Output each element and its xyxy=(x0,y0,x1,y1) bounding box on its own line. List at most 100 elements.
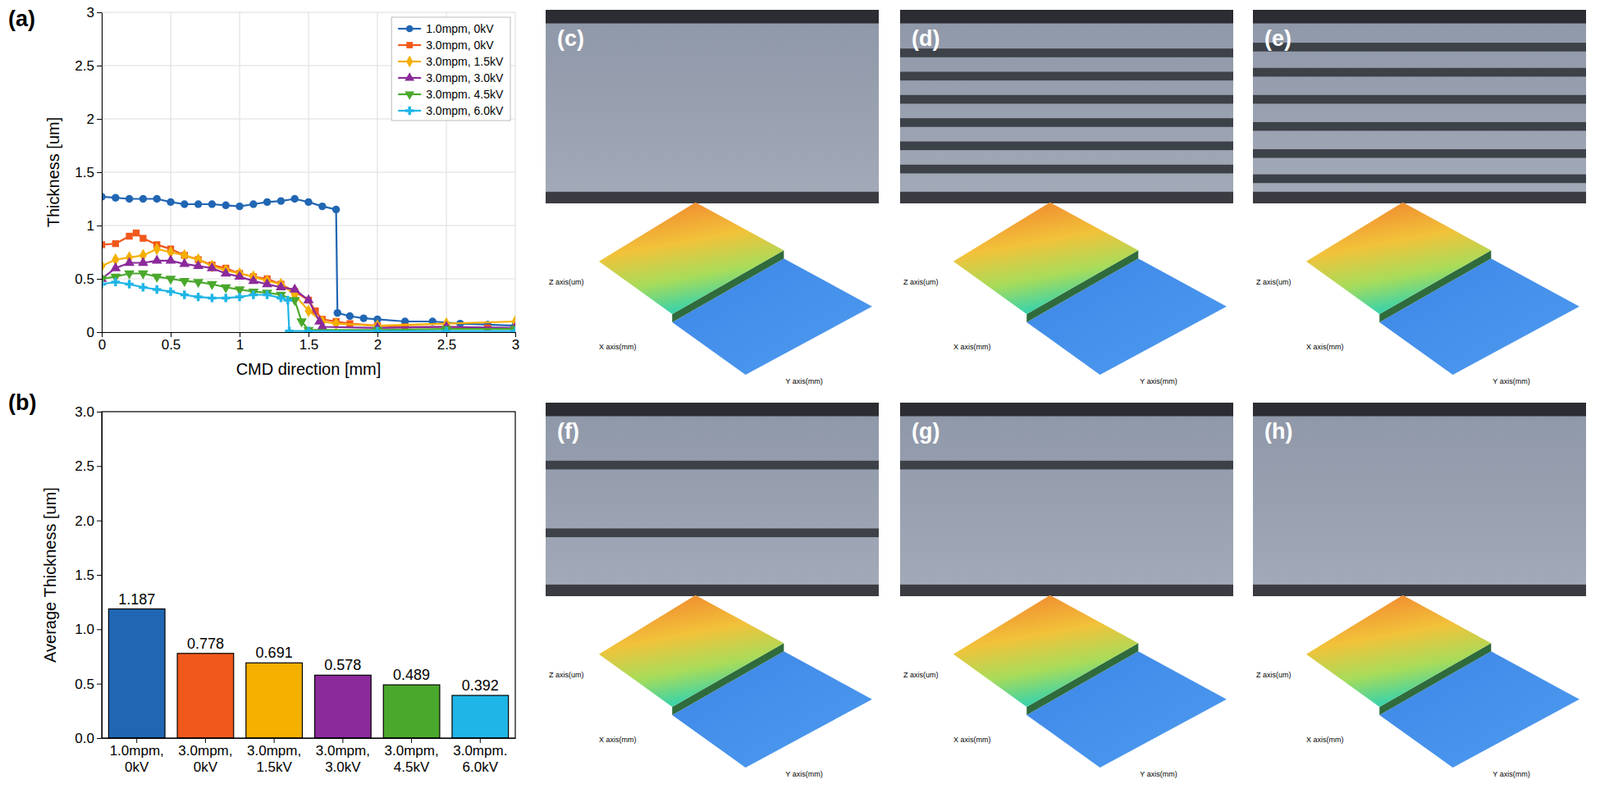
tick-label: 3.0 xyxy=(74,404,95,421)
edge-band xyxy=(545,9,879,24)
edge-band xyxy=(900,402,1234,417)
marker xyxy=(180,290,189,299)
tick-label: 0 xyxy=(98,337,106,353)
legend-marker xyxy=(404,72,415,81)
marker xyxy=(123,270,135,280)
surface-axis-title: Y axis(mm) xyxy=(1492,770,1530,779)
micrograph-ground xyxy=(1252,402,1587,597)
legend-label: 1.0mpm, 0kV xyxy=(425,22,494,36)
tick: 0.5 xyxy=(74,271,102,288)
marker xyxy=(111,278,120,287)
marker xyxy=(283,296,293,305)
tick: 2.5 xyxy=(74,458,102,475)
marker xyxy=(178,278,190,288)
marker xyxy=(221,293,230,302)
data-label: 1.187 xyxy=(118,591,156,608)
tick-label: 0.0 xyxy=(74,731,95,747)
legend: 1.0mpm, 0kV3.0mpm, 0kV3.0mpm, 1.5kV3.0mp… xyxy=(391,17,511,121)
marker xyxy=(139,195,147,203)
marker xyxy=(112,240,119,247)
micrograph-ground xyxy=(900,402,1234,597)
tick: 3.0mpm,0kV xyxy=(178,738,233,776)
tick-label: 3.0mpm,1.5kV xyxy=(246,743,302,776)
marker xyxy=(138,283,147,292)
tick-label: 2.5 xyxy=(437,337,458,353)
plot-frame xyxy=(101,411,516,739)
surface-axis-title: X axis(mm) xyxy=(598,736,637,745)
image-panel: (h)Z axis(um)X axis(mm)Y axis(mm) xyxy=(1252,402,1587,779)
stripe xyxy=(1252,174,1587,184)
marker xyxy=(441,325,453,333)
marker xyxy=(359,314,367,322)
marker xyxy=(296,318,307,328)
data-label: 0.578 xyxy=(324,657,362,674)
tick-mark xyxy=(96,172,102,174)
surface-axis-title: Z axis(um) xyxy=(903,671,939,680)
series-line xyxy=(101,233,516,330)
tick-mark xyxy=(96,575,102,576)
tick: 0.0 xyxy=(74,731,102,747)
panel-label: (f) xyxy=(557,419,580,444)
plot-area xyxy=(101,192,516,333)
tick: 1.5 xyxy=(74,164,102,181)
tick-label: 1 xyxy=(86,218,95,234)
stripe xyxy=(545,528,879,538)
marker xyxy=(235,292,244,302)
axis: 1.0mpm,0kV3.0mpm,0kV3.0mpm,1.5kV3.0mpm,3… xyxy=(102,738,517,776)
tick-label: 3.0mpm,4.5kV xyxy=(384,743,439,776)
surface-plot: Z axis(um)X axis(mm)Y axis(mm) xyxy=(1256,202,1580,387)
tick: 1.5 xyxy=(74,567,102,584)
tick: 0 xyxy=(98,332,106,353)
tick-label: 2.5 xyxy=(74,458,95,475)
legend-label: 3.0mpm, 6.0kV xyxy=(425,104,504,118)
tick-mark xyxy=(96,225,102,227)
bar xyxy=(315,675,372,739)
marker xyxy=(284,327,293,333)
marker xyxy=(290,195,298,203)
marker xyxy=(220,267,232,277)
marker xyxy=(194,200,202,208)
marker xyxy=(153,242,161,256)
stripe xyxy=(900,461,1234,471)
marker xyxy=(261,289,273,299)
tick-label: 2.5 xyxy=(74,58,95,74)
axis: 00.511.522.53 xyxy=(98,332,520,353)
y-axis-title: Thickness [um] xyxy=(44,117,63,228)
legend-marker xyxy=(406,25,414,33)
surface-axis-title: Y axis(mm) xyxy=(785,377,823,386)
surface-up xyxy=(1306,202,1491,315)
micrograph xyxy=(1252,9,1587,204)
marker xyxy=(109,262,121,272)
marker xyxy=(132,229,140,237)
figure: 00.511.522.5300.511.522.53CMD direction … xyxy=(0,0,1600,793)
tick-mark xyxy=(96,629,102,631)
tick: 0.5 xyxy=(161,332,182,353)
axis: 0.00.51.01.52.02.53.0 xyxy=(74,404,102,747)
tick: 2.5 xyxy=(74,58,102,74)
tick: 1.0 xyxy=(74,621,102,638)
surface-up xyxy=(953,202,1139,315)
tick-mark xyxy=(96,332,102,334)
edge-band xyxy=(545,585,879,597)
marker xyxy=(511,327,516,333)
tick: 3 xyxy=(512,332,520,353)
surface-up xyxy=(953,595,1139,708)
tick: 1.0mpm,0kV xyxy=(109,738,165,776)
tick-label: 1.5 xyxy=(74,164,95,181)
legend-label: 3.0mpm, 3.0kV xyxy=(425,71,504,85)
marker xyxy=(316,320,328,330)
surface-axis-title: X axis(mm) xyxy=(953,736,992,745)
panel-label: (d) xyxy=(911,26,940,51)
tick: 3.0mpm.6.0kV xyxy=(452,738,508,776)
grid-line xyxy=(101,172,516,174)
marker xyxy=(275,281,287,291)
marker xyxy=(206,262,218,272)
marker xyxy=(261,278,273,288)
legend-marker xyxy=(404,91,415,101)
grid-line xyxy=(101,12,516,14)
surface-up xyxy=(1306,595,1491,708)
tick-mark xyxy=(96,65,102,67)
tick: 3 xyxy=(86,4,102,21)
marker xyxy=(303,294,315,304)
tick: 0.5 xyxy=(74,676,102,693)
